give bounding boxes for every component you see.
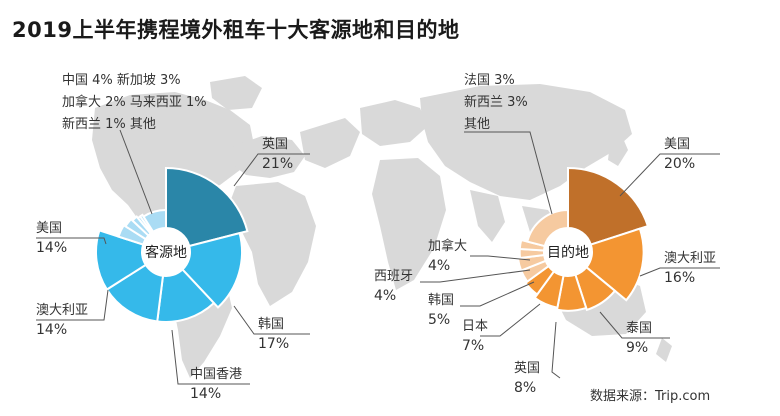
small-slice-label: 新西兰 1% 其他 <box>62 116 156 132</box>
callout-name: 澳大利亚 <box>36 302 88 318</box>
pie-center-label: 目的地 <box>547 245 589 261</box>
callout-name: 美国 <box>664 137 690 152</box>
pie-center <box>544 228 592 276</box>
callout: 澳大利亚 14% <box>36 289 109 338</box>
callout: 澳大利亚 16% <box>639 250 720 286</box>
callout-value: 4% <box>428 258 450 274</box>
callout-name: 英国 <box>514 361 540 376</box>
map-africa-right <box>372 158 446 290</box>
map-south-asia <box>470 190 505 242</box>
leader-line <box>460 281 535 307</box>
map-europe-right <box>360 100 428 146</box>
callout-name: 英国 <box>262 137 288 152</box>
leader-line <box>233 305 310 335</box>
leader-line <box>619 153 720 197</box>
callout-value: 4% <box>374 288 396 304</box>
pie-center-label: 客源地 <box>145 244 187 261</box>
callout-value: 20% <box>664 156 695 172</box>
callout-name: 澳大利亚 <box>664 250 716 266</box>
callout: 中国香港 14% <box>171 329 250 402</box>
callout-value: 8% <box>514 380 536 396</box>
callout: 西班牙 4% <box>374 269 531 304</box>
callout: 泰国 9% <box>599 311 670 356</box>
callout-value: 17% <box>258 336 289 352</box>
leader-line <box>119 129 153 215</box>
callout-value: 16% <box>664 270 695 286</box>
leader-line <box>480 303 541 337</box>
destination-pie: 目的地 <box>516 166 650 312</box>
map-asia-west <box>300 118 360 168</box>
callout: 韩国 5% <box>428 281 535 328</box>
map-africa <box>230 182 316 306</box>
callout-name: 日本 <box>462 319 488 334</box>
map-greenland <box>210 76 262 110</box>
callout: 英国 8% <box>514 321 561 396</box>
callout: 美国 20% <box>619 137 720 197</box>
callout-value: 14% <box>36 240 67 256</box>
map-europe <box>228 136 305 178</box>
callout-name: 美国 <box>36 221 62 236</box>
pie-center <box>142 228 190 276</box>
map-japan <box>608 136 628 166</box>
callout: 加拿大 4% <box>428 238 531 274</box>
leader-line <box>464 131 553 215</box>
small-slice-label: 法国 3% <box>464 73 515 88</box>
callout-name: 韩国 <box>258 317 284 332</box>
origin-callouts: 英国 21% 韩国 17% 中国香港 14% 澳大利亚 14% 美国 14% 中国 4% 新加坡 3… <box>36 72 310 402</box>
leader-line <box>36 237 107 245</box>
leader-line <box>233 153 310 187</box>
chart-title: 2019上半年携程境外租车十大客源地和目的地 <box>12 18 460 42</box>
callout-value: 14% <box>36 322 67 338</box>
callout-name: 泰国 <box>626 321 652 336</box>
callout-value: 14% <box>190 386 221 402</box>
destination-callouts: 美国 20% 澳大利亚 16% 泰国 9% 英国 8% 日本 7% 韩国 5% 西班牙 4% 加拿大 4% 法国… <box>374 73 720 396</box>
callout-value: 21% <box>262 156 293 172</box>
map-new-zealand <box>656 338 672 362</box>
leader-line <box>599 311 670 339</box>
map-north-america <box>92 92 255 232</box>
callout: 日本 7% <box>462 303 541 354</box>
leader-line <box>551 321 561 379</box>
callout-name: 中国香港 <box>190 367 242 382</box>
callout-name: 西班牙 <box>374 269 413 284</box>
callout-name: 韩国 <box>428 293 454 308</box>
small-slice-label: 其他 <box>464 117 490 132</box>
callout-name: 加拿大 <box>428 238 467 254</box>
leader-line <box>470 255 531 261</box>
origin-pie: 客源地 <box>95 166 249 323</box>
small-slice-label: 加拿大 2% 马来西亚 1% <box>62 94 207 110</box>
callout: 韩国 17% <box>233 305 310 352</box>
small-slice-label: 中国 4% 新加坡 3% <box>62 72 181 88</box>
callout: 英国 21% <box>233 137 310 187</box>
source-note: 数据来源：Trip.com <box>590 389 710 404</box>
leader-line <box>420 269 531 283</box>
callout-value: 5% <box>428 312 450 328</box>
leader-line <box>171 329 250 385</box>
callout-value: 9% <box>626 340 648 356</box>
leader-line <box>639 267 720 277</box>
callout-value: 7% <box>462 338 484 354</box>
leader-line <box>36 289 109 321</box>
callout: 美国 14% <box>36 221 107 256</box>
small-slice-label: 新西兰 3% <box>464 94 528 110</box>
